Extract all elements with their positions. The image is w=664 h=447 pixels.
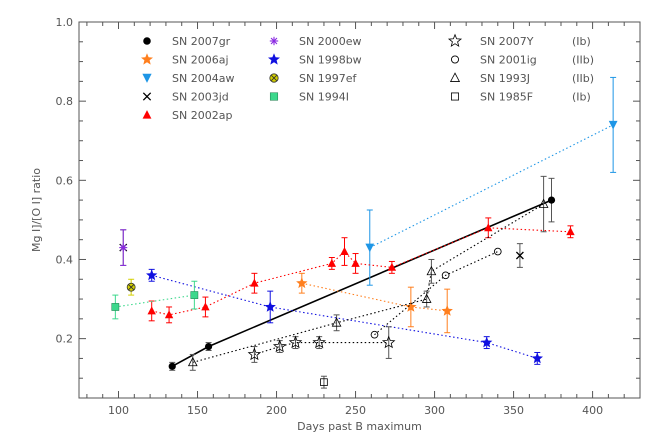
legend-marker-sn-1994i [269,92,279,101]
x-tick-label: 100 [108,404,129,417]
data-point-sn-2000ew [119,243,128,252]
x-tick-label: 350 [503,404,524,417]
data-point-sn-1997ef [126,282,136,292]
data-point-sn-2002ap [340,246,349,255]
data-point-sn-2002ap [351,258,360,267]
y-tick-label: 0.8 [56,95,74,108]
legend-note-sn-2007y: (Ib) [572,35,591,48]
legend-label-sn-1993j: SN 1993J [480,72,530,85]
data-point-sn-2001ig [441,271,450,280]
legend-label-sn-1994i: SN 1994I [299,91,349,104]
legend-label-sn-2006aj: SN 2006aj [172,54,229,67]
legend-marker-sn-1985f [451,92,459,101]
legend-note-sn-1993j: (IIb) [572,72,594,85]
data-point-sn-2002ap [387,262,397,271]
series-line-sn-2006aj [301,282,448,312]
legend-marker-sn-2002ap [142,110,152,119]
legend-label-sn-2003jd: SN 2003jd [172,91,229,104]
data-point-sn-2002ap [484,223,493,232]
legend-label-sn-2004aw: SN 2004aw [172,72,234,85]
x-tick-label: 250 [345,404,366,417]
data-point-sn-2007gr [547,196,556,204]
data-point-sn-2002ap [566,227,575,236]
data-point-sn-2002ap [327,258,337,267]
x-tick-label: 400 [582,404,603,417]
legend-marker-sn-1998bw [268,53,280,65]
x-axis-label: Days past B maximum [297,420,422,433]
legend-marker-sn-1997ef [269,73,279,83]
series-line-sn-2004aw [369,124,614,249]
data-point-sn-2004aw [365,243,375,253]
data-point-sn-2001ig [493,247,502,256]
x-tick-label: 200 [266,404,287,417]
data-point-sn-2006aj [296,277,308,289]
data-point-sn-1993j [331,317,342,327]
data-point-sn-1993j [421,293,432,303]
legend-marker-sn-2004aw [142,73,152,83]
data-point-sn-2002ap [250,278,259,287]
data-point-sn-2004aw [608,120,618,130]
legend-marker-sn-2001ig [450,55,460,64]
data-point-sn-1994i [190,291,199,299]
series-line-sn-2007gr [171,199,552,368]
data-point-sn-2002ap [201,302,210,311]
x-tick-label: 150 [187,404,208,417]
y-tick-label: 0.6 [56,174,74,187]
data-point-sn-2007y [312,335,326,349]
data-point-sn-1998bw [264,301,276,312]
y-tick-label: 0.4 [56,253,74,266]
data-point-sn-1998bw [146,269,158,281]
legend-marker-sn-2003jd [142,92,152,101]
y-tick-label: 1.0 [56,16,74,29]
data-point-sn-1985f [320,378,328,386]
data-point-sn-2007y [272,339,287,353]
series-line-sn-2002ap [151,227,571,316]
legend-label-sn-1998bw: SN 1998bw [299,54,362,67]
data-point-sn-2001ig [370,330,379,339]
legend-label-sn-1985f: SN 1985F [480,91,533,104]
legend-marker-sn-1993j [449,72,461,82]
data-point-sn-2007y [381,335,396,349]
series-line-sn-1993j [192,203,544,363]
y-axis-label: Mg I]/[O I] ratio [30,168,43,252]
data-point-sn-1993j [538,198,549,208]
legend-label-sn-1997ef: SN 1997ef [299,72,357,85]
series-line-sn-1998bw [151,274,538,359]
legend-label-sn-2007y: SN 2007Y [480,35,534,48]
legend-note-sn-1985f: (Ib) [572,91,591,104]
data-point-sn-1998bw [481,336,493,348]
data-point-sn-2003jd [515,251,524,260]
legend-label-sn-2007gr: SN 2007gr [172,35,231,48]
x-tick-label: 300 [424,404,445,417]
data-point-sn-2007y [247,347,262,361]
legend-marker-sn-2007y [447,33,463,47]
series-line-sn-1994i [115,294,195,308]
data-point-sn-2007gr [168,362,176,370]
data-point-sn-1998bw [531,352,543,364]
data-point-sn-1993j [426,265,437,276]
data-point-sn-2002ap [164,310,174,319]
data-point-sn-1994i [111,303,120,311]
legend-note-sn-2001ig: (IIb) [572,54,594,67]
data-point-sn-2007y [288,335,303,349]
data-point-sn-1993j [187,356,198,367]
legend-marker-sn-2007gr [143,37,151,45]
data-point-sn-2006aj [441,304,453,316]
legend-label-sn-2000ew: SN 2000ew [299,35,361,48]
legend-label-sn-2002ap: SN 2002ap [172,109,232,122]
legend-marker-sn-2006aj [141,53,153,65]
legend-marker-sn-2000ew [269,36,279,46]
data-point-sn-2006aj [405,301,417,312]
data-point-sn-2007gr [204,342,213,351]
plot-frame [78,21,641,399]
y-tick-label: 0.2 [56,333,74,346]
legend-label-sn-2001ig: SN 2001ig [480,54,537,67]
data-point-sn-2002ap [147,306,156,315]
series-line-sn-2001ig [374,251,499,336]
